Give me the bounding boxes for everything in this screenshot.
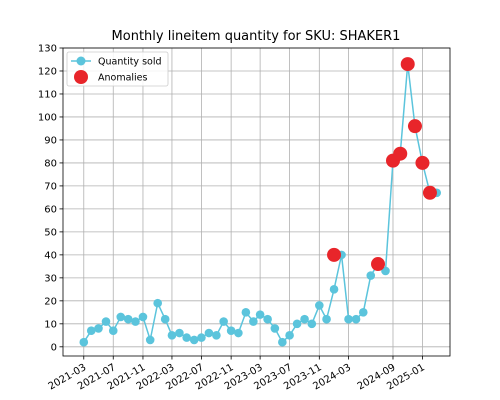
quantity-point	[167, 331, 177, 340]
quantity-point	[138, 312, 148, 322]
y-tick-label: 120	[38, 66, 57, 77]
quantity-point	[292, 319, 302, 329]
anomaly-point	[400, 57, 415, 72]
legend-label-anomalies: Anomalies	[98, 73, 148, 84]
y-tick-label: 100	[38, 112, 57, 123]
chart-title: Monthly lineitem quantity for SKU: SHAKE…	[112, 29, 401, 44]
y-tick-label: 20	[44, 296, 57, 307]
quantity-point	[197, 333, 206, 342]
quantity-point	[153, 298, 162, 308]
quantity-point	[226, 326, 236, 336]
quantity-point	[278, 337, 287, 347]
legend-label-quantity: Quantity sold	[98, 57, 162, 68]
quantity-point	[86, 326, 96, 336]
quantity-point	[182, 333, 191, 342]
legend-marker-anomalies	[74, 70, 88, 84]
quantity-point	[285, 331, 294, 340]
anomaly-point	[371, 257, 386, 272]
y-tick-label: 10	[44, 319, 57, 330]
quantity-point	[160, 314, 170, 324]
series-layer	[79, 57, 442, 347]
quantity-point	[263, 314, 272, 324]
y-tick-label: 130	[38, 44, 57, 55]
y-tick-label: 50	[44, 227, 57, 238]
quantity-point	[249, 317, 258, 326]
axes: 01020304050607080901001101201302021-0320…	[38, 44, 451, 392]
quantity-point	[234, 328, 243, 338]
quantity-point	[94, 324, 103, 333]
quantity-point	[123, 314, 133, 324]
quantity-point	[307, 319, 317, 329]
legend-box	[66, 51, 169, 87]
anomaly-point	[422, 185, 437, 200]
quantity-point	[219, 317, 228, 326]
quantity-point	[145, 335, 155, 345]
quantity-point	[79, 337, 89, 347]
quantity-point	[381, 266, 390, 276]
quantity-point	[329, 285, 339, 294]
legend: Quantity sold Anomalies	[66, 51, 169, 87]
y-tick-label: 70	[44, 181, 57, 192]
y-tick-label: 110	[38, 89, 57, 100]
y-tick-label: 90	[44, 135, 57, 146]
quantity-point	[270, 324, 280, 333]
quantity-point	[344, 314, 353, 324]
quantity-point	[175, 328, 184, 338]
quantity-point	[351, 314, 361, 324]
quantity-point	[116, 312, 126, 322]
quantity-point	[212, 331, 221, 340]
quantity-point	[108, 326, 118, 336]
quantity-point	[189, 335, 199, 345]
quantity-point	[315, 301, 324, 310]
y-tick-label: 60	[44, 204, 57, 215]
quantity-point	[300, 314, 309, 324]
anomaly-point	[327, 247, 342, 262]
legend-marker-quantity	[76, 56, 86, 66]
quantity-point	[358, 308, 368, 317]
grid-lines	[63, 47, 450, 356]
quantity-point	[204, 328, 214, 338]
quantity-point	[101, 317, 111, 326]
quantity-point	[366, 271, 376, 280]
quantity-point	[322, 314, 331, 324]
plot-frame	[62, 47, 451, 357]
y-tick-label: 40	[44, 250, 57, 261]
anomaly-point	[415, 155, 430, 170]
y-tick-label: 30	[44, 273, 57, 284]
quantity-point	[241, 308, 251, 317]
y-tick-label: 0	[51, 342, 57, 353]
quantity-point	[255, 310, 265, 319]
quantity-point	[131, 317, 140, 326]
anomaly-point	[407, 119, 422, 134]
y-tick-label: 80	[44, 158, 57, 169]
anomaly-point	[393, 146, 408, 161]
